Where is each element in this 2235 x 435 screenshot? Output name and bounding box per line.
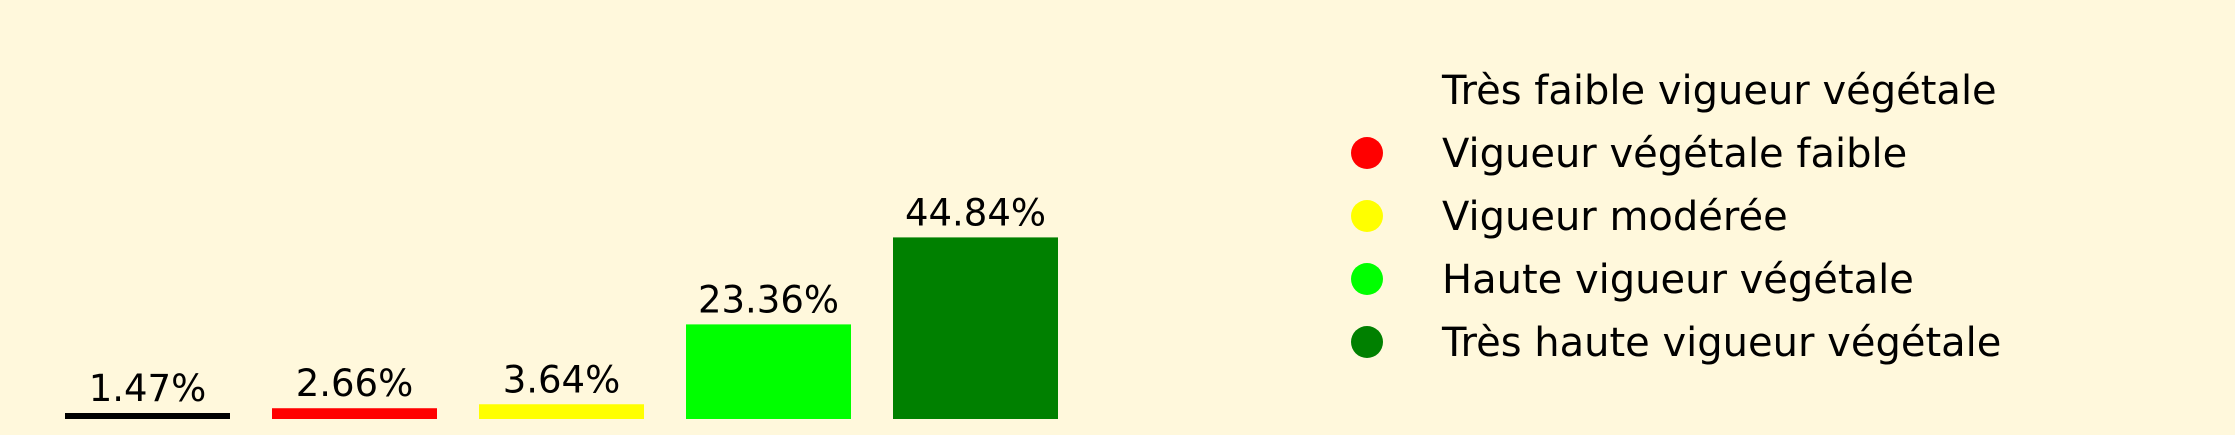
bar-4 bbox=[686, 324, 851, 419]
bar-value-label-4: 23.36% bbox=[698, 278, 839, 321]
value-labels-layer: 1.47% 2.66% 3.64% 23.36% 44.84% bbox=[89, 191, 1046, 410]
legend-marker-1 bbox=[1351, 74, 1383, 106]
legend-marker-4 bbox=[1351, 263, 1383, 295]
bar-3 bbox=[479, 404, 644, 419]
legend-label-2: Vigueur végétale faible bbox=[1442, 131, 1907, 177]
bars-layer bbox=[65, 237, 1058, 419]
legend-label-3: Vigueur modérée bbox=[1442, 194, 1788, 240]
legend-label-5: Très haute vigueur végétale bbox=[1441, 320, 2001, 366]
bar-value-label-3: 3.64% bbox=[503, 358, 621, 401]
bar-5 bbox=[893, 237, 1058, 419]
bar-value-label-5: 44.84% bbox=[905, 191, 1046, 234]
legend: Très faible vigueur végétale Vigueur végé… bbox=[1351, 68, 2001, 366]
bar-1 bbox=[65, 413, 230, 419]
legend-marker-5 bbox=[1351, 326, 1383, 358]
bar-2 bbox=[272, 408, 437, 419]
bar-value-label-2: 2.66% bbox=[296, 362, 414, 405]
legend-label-4: Haute vigueur végétale bbox=[1442, 257, 1914, 303]
bar-value-label-1: 1.47% bbox=[89, 367, 207, 410]
legend-marker-3 bbox=[1351, 200, 1383, 232]
legend-label-1: Très faible vigueur végétale bbox=[1441, 68, 1997, 114]
legend-marker-2 bbox=[1351, 137, 1383, 169]
